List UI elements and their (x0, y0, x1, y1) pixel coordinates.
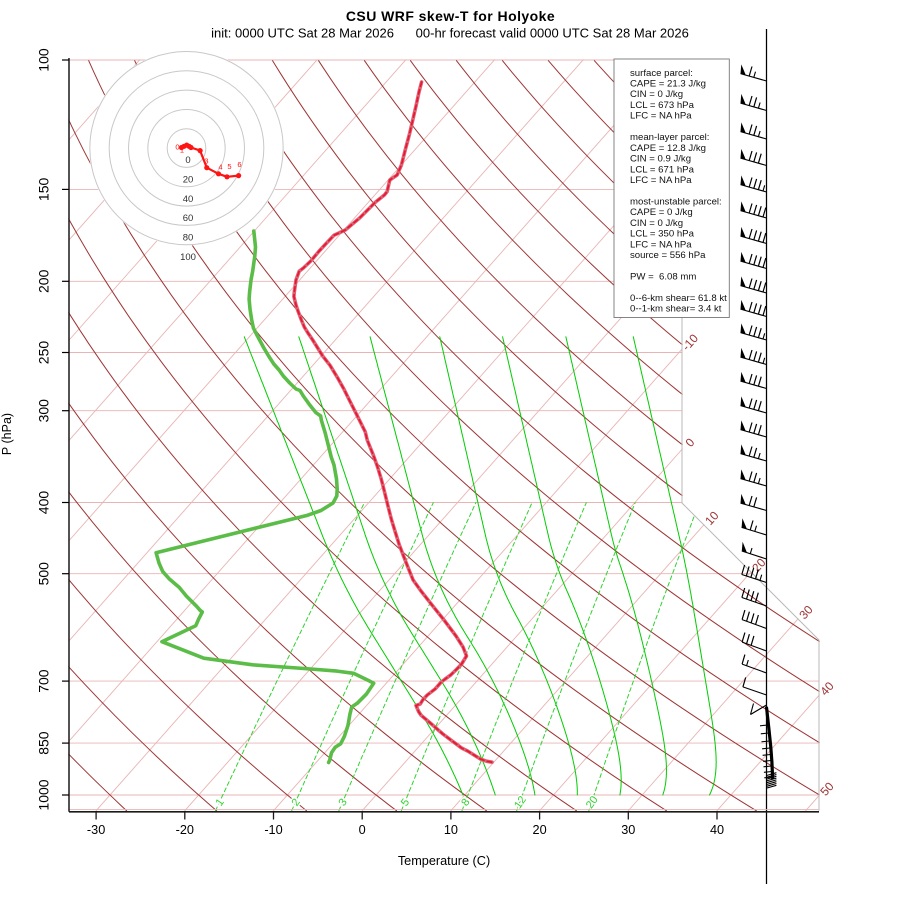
svg-text:LCL = 673 hPa: LCL = 673 hPa (630, 100, 695, 111)
svg-text:0: 0 (359, 823, 366, 837)
svg-text:-10: -10 (264, 823, 282, 837)
svg-text:40: 40 (183, 194, 194, 205)
svg-text:850: 850 (36, 731, 52, 755)
svg-text:CAPE = 0 J/kg: CAPE = 0 J/kg (630, 207, 693, 218)
svg-text:100: 100 (180, 252, 196, 263)
svg-text:30: 30 (621, 823, 635, 837)
svg-text:1000: 1000 (36, 779, 52, 810)
svg-text:LFC = NA hPa: LFC = NA hPa (630, 239, 692, 250)
svg-text:1: 1 (180, 146, 184, 155)
svg-text:CIN = 0.9 J/kg: CIN = 0.9 J/kg (630, 154, 691, 165)
svg-text:CAPE = 21.3 J/kg: CAPE = 21.3 J/kg (630, 79, 706, 90)
svg-text:5: 5 (227, 162, 231, 171)
svg-text:PW = 6.08 mm: PW = 6.08 mm (630, 272, 696, 283)
svg-text:300: 300 (36, 399, 52, 423)
svg-text:LCL = 350 hPa: LCL = 350 hPa (630, 229, 695, 240)
svg-text:6: 6 (237, 160, 241, 169)
svg-text:-30: -30 (87, 823, 105, 837)
svg-text:init: 0000 UTC Sat 28 Mar 2026: init: 0000 UTC Sat 28 Mar 2026 00-hr for… (211, 26, 689, 41)
svg-text:150: 150 (36, 178, 52, 202)
svg-text:CIN = 0 J/kg: CIN = 0 J/kg (630, 89, 683, 100)
svg-text:LFC = NA hPa: LFC = NA hPa (630, 111, 692, 122)
svg-text:20: 20 (183, 175, 194, 186)
svg-text:3: 3 (204, 157, 208, 166)
svg-text:most-unstable parcel:: most-unstable parcel: (630, 196, 722, 207)
svg-text:Temperature (C): Temperature (C) (398, 854, 490, 868)
svg-text:20: 20 (533, 823, 547, 837)
svg-text:mean-layer parcel:: mean-layer parcel: (630, 132, 709, 143)
svg-text:LFC = NA hPa: LFC = NA hPa (630, 175, 692, 186)
svg-text:P (hPa): P (hPa) (0, 413, 14, 455)
svg-text:-20: -20 (176, 823, 194, 837)
svg-text:0: 0 (185, 155, 190, 166)
svg-text:surface parcel:: surface parcel: (630, 68, 693, 79)
svg-text:200: 200 (36, 269, 52, 293)
svg-text:700: 700 (36, 669, 52, 693)
svg-text:10: 10 (444, 823, 458, 837)
svg-text:0--6-km shear= 61.8 kt: 0--6-km shear= 61.8 kt (630, 293, 727, 304)
svg-text:LCL = 671 hPa: LCL = 671 hPa (630, 164, 695, 175)
svg-text:100: 100 (36, 48, 52, 72)
svg-text:500: 500 (36, 562, 52, 586)
svg-text:CSU WRF skew-T for Holyoke: CSU WRF skew-T for Holyoke (346, 8, 555, 24)
svg-text:250: 250 (36, 341, 52, 365)
svg-text:0--1-km shear= 3.4 kt: 0--1-km shear= 3.4 kt (630, 304, 722, 315)
svg-text:4: 4 (218, 163, 222, 172)
svg-text:CAPE = 12.8 J/kg: CAPE = 12.8 J/kg (630, 143, 706, 154)
svg-text:60: 60 (183, 213, 194, 224)
svg-text:80: 80 (183, 233, 194, 244)
svg-text:40: 40 (710, 823, 724, 837)
svg-text:CIN = 0 J/kg: CIN = 0 J/kg (630, 218, 683, 229)
svg-text:source = 556 hPa: source = 556 hPa (630, 250, 706, 261)
svg-text:0: 0 (175, 143, 179, 152)
svg-text:400: 400 (36, 491, 52, 515)
